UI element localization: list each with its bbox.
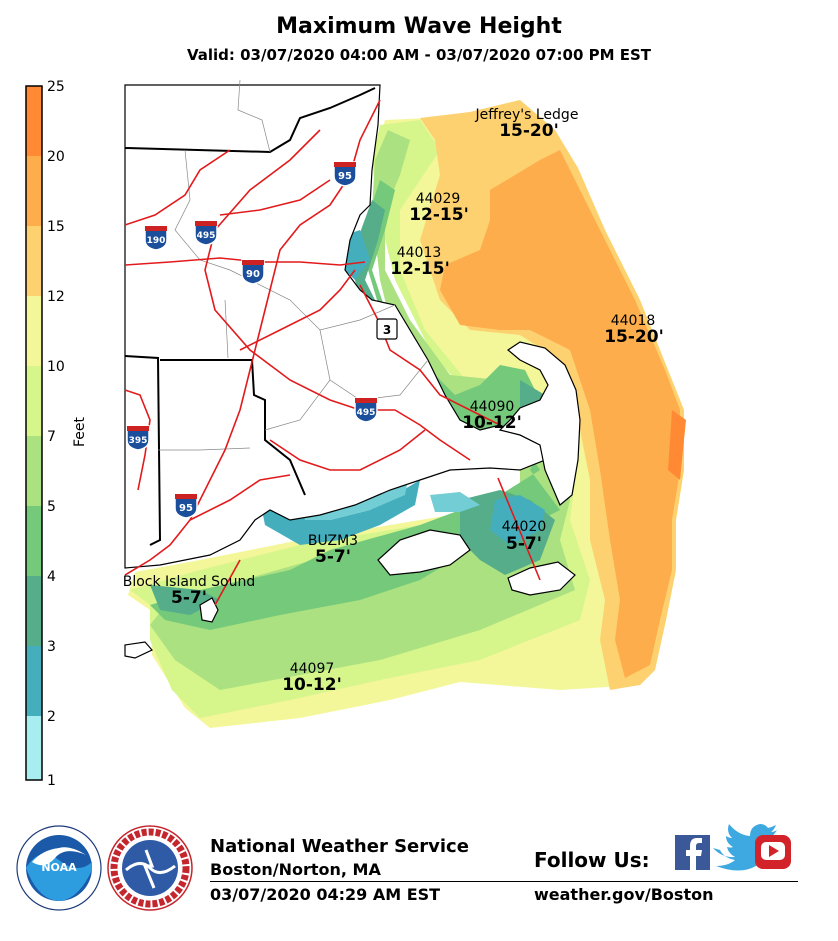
- colorbar-band-5-7: [26, 436, 42, 506]
- ma-ri-ct-border: [124, 355, 162, 546]
- colorbar-units-label: Feet: [72, 416, 88, 447]
- zone-name-44090: 44090: [470, 399, 515, 415]
- colorbar-tick: 2: [47, 709, 56, 725]
- colorbar-band-3-4: [26, 576, 42, 646]
- zone-value-44013: 12-15': [390, 259, 450, 279]
- long-island-tip: [124, 641, 153, 659]
- colorbar-tick: 7: [47, 429, 56, 445]
- road-secondary-2: [269, 429, 426, 471]
- zone-15-20: [440, 150, 680, 678]
- road-i190: [124, 149, 231, 226]
- zone-name-buzm3: BUZM3: [308, 533, 358, 549]
- shield-i95-south: 95: [174, 493, 198, 519]
- zone-name-44018: 44018: [611, 313, 656, 329]
- colorbar-band-2-3: [26, 646, 42, 716]
- zone-name-jeffreys-ledge: Jeffrey's Ledge: [475, 107, 579, 123]
- footer-org: National Weather Service: [210, 836, 469, 857]
- road-secondary-1: [239, 269, 356, 351]
- facebook-icon: [675, 835, 710, 870]
- zone-value-buzm3: 5-7': [315, 547, 351, 567]
- noaa-logo: NOAA: [16, 825, 102, 911]
- zone-value-jeffreys-ledge: 15-20': [499, 121, 559, 141]
- block-island: [199, 597, 219, 623]
- zone-value-44029: 12-15': [409, 205, 469, 225]
- zone-value-44090: 10-12': [462, 413, 522, 433]
- colorbar-tick: 20: [47, 149, 65, 165]
- svg-text:NOAA: NOAA: [41, 861, 77, 874]
- zone-20-25: [668, 410, 686, 480]
- zone-name-block-island-sound: Block Island Sound: [123, 574, 256, 590]
- shield-i495-south: 495: [354, 397, 378, 423]
- road-secondary-4: [219, 179, 331, 216]
- colorbar-band-7-10: [26, 366, 42, 436]
- colorbar-band-10-12: [26, 296, 42, 366]
- shield-label: 90: [246, 269, 260, 280]
- road-ferry-bi: [214, 559, 241, 606]
- colorbar-tick: 12: [47, 289, 65, 305]
- zone-value-block-island-sound: 5-7': [171, 588, 207, 608]
- colorbar-band-12-15: [26, 226, 42, 296]
- shield-i190: 190: [144, 225, 168, 251]
- shield-route-3: 3: [376, 318, 398, 340]
- shield-label: 190: [147, 236, 166, 246]
- zone-name-44013: 44013: [397, 245, 442, 261]
- nws-logo: [107, 825, 193, 911]
- shield-i90: 90: [241, 259, 265, 285]
- colorbar-band-1-2: [26, 716, 42, 780]
- footer-issued-time: 03/07/2020 04:29 AM EST: [210, 885, 441, 904]
- road-ferry-ma: [497, 477, 541, 581]
- colorbar-tick: 15: [47, 219, 65, 235]
- marthas-vineyard: [377, 529, 471, 576]
- youtube-icon: [755, 835, 791, 869]
- map-title: Maximum Wave Height: [276, 14, 562, 39]
- colorbar-tick: 5: [47, 499, 56, 515]
- road-secondary-3: [189, 474, 291, 521]
- colorbar-tick: 1: [47, 773, 56, 789]
- footer-follow-label: Follow Us:: [534, 848, 650, 872]
- shield-i495-north: 495: [194, 220, 218, 246]
- shield-i95-north: 95: [333, 161, 357, 187]
- colorbar-tick: 10: [47, 359, 65, 375]
- shield-i395: 395: [126, 425, 150, 451]
- footer-website-link[interactable]: weather.gov/Boston: [534, 885, 714, 904]
- colorbar-band-4-5: [26, 506, 42, 576]
- shield-label: 495: [357, 408, 376, 418]
- valid-time-subtitle: Valid: 03/07/2020 04:00 AM - 03/07/2020 …: [186, 46, 652, 64]
- zone-value-44097: 10-12': [282, 675, 342, 695]
- footer-office: Boston/Norton, MA: [210, 860, 381, 879]
- colorbar-tick: 25: [47, 79, 65, 95]
- zone-labels: Jeffrey's Ledge 15-20' 44029 12-15' 4401…: [123, 107, 664, 695]
- zone-name-44020: 44020: [502, 519, 547, 535]
- colorbar: [25, 85, 43, 781]
- shield-label: 3: [383, 323, 391, 337]
- shield-label: 95: [179, 503, 193, 514]
- road-i95-north: [124, 99, 381, 576]
- cape-cod: [498, 341, 581, 506]
- colorbar-band-15-20: [26, 156, 42, 226]
- zone-name-44029: 44029: [416, 191, 461, 207]
- shield-label: 95: [338, 171, 352, 182]
- zone-name-44097: 44097: [290, 661, 335, 677]
- road-i495: [204, 129, 471, 461]
- colorbar-band-20-25: [26, 86, 42, 156]
- shield-label: 495: [197, 231, 216, 241]
- colorbar-ticks: 25 20 15 12 10 7 5 4 3 2 1 Feet: [47, 79, 88, 789]
- social-icons[interactable]: [675, 824, 791, 871]
- colorbar-tick: 4: [47, 569, 56, 585]
- colorbar-tick: 3: [47, 639, 56, 655]
- zone-value-44020: 5-7': [506, 534, 542, 554]
- shield-label: 395: [129, 436, 148, 446]
- road-i395: [124, 389, 151, 491]
- footer-divider: [210, 881, 798, 882]
- zone-4-5: [150, 180, 560, 630]
- colorbar-frame: [25, 85, 43, 781]
- highway-shields: 95 190 495 90 395 495: [126, 161, 398, 519]
- zone-value-44018: 15-20': [604, 327, 664, 347]
